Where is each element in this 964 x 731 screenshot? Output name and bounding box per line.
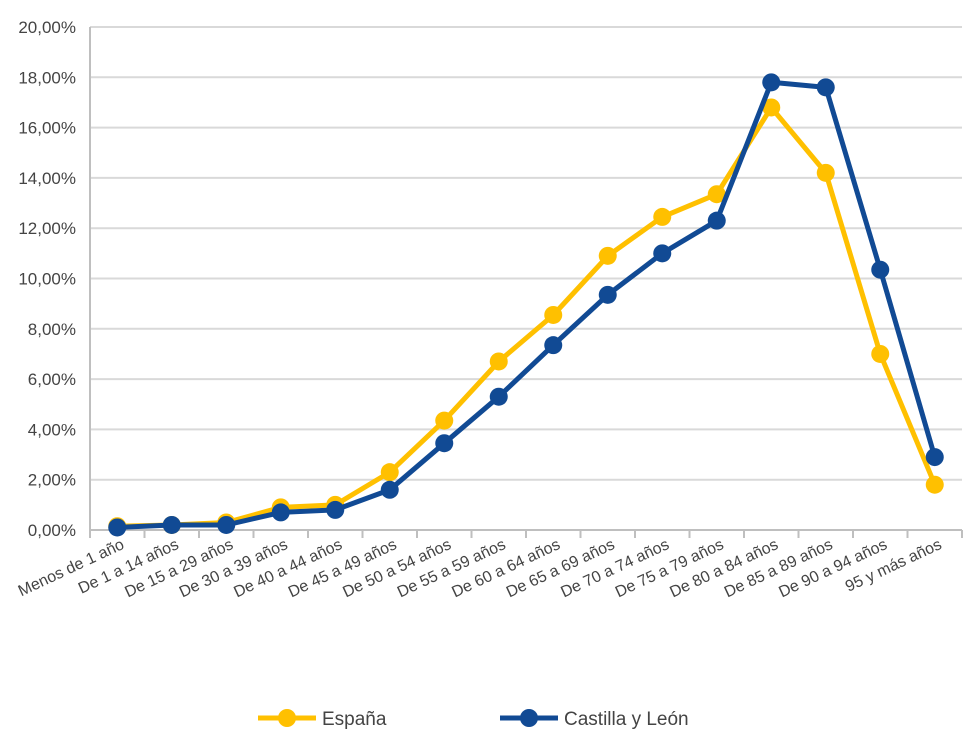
- data-point: [871, 344, 890, 363]
- data-point: [598, 285, 617, 304]
- y-tick-label: 16,00%: [18, 119, 76, 138]
- data-point: [489, 352, 508, 371]
- data-point: [816, 78, 835, 97]
- data-point: [108, 518, 127, 537]
- data-point: [653, 207, 672, 226]
- data-point: [380, 480, 399, 499]
- series-line-1: [117, 79, 938, 530]
- y-tick-label: 6,00%: [28, 370, 76, 389]
- y-tick-label: 2,00%: [28, 471, 76, 490]
- y-tick-label: 12,00%: [18, 219, 76, 238]
- y-tick-label: 14,00%: [18, 169, 76, 188]
- data-point: [435, 411, 454, 430]
- series-group: [108, 73, 944, 537]
- data-point: [435, 434, 454, 453]
- data-point: [380, 463, 399, 482]
- data-point: [816, 163, 835, 182]
- data-point: [326, 500, 345, 519]
- data-point: [271, 503, 290, 522]
- gridlines: [89, 26, 963, 538]
- data-point: [762, 98, 781, 117]
- data-point: [544, 336, 563, 355]
- data-point: [217, 515, 236, 534]
- data-point: [489, 387, 508, 406]
- legend-swatch-marker: [520, 709, 538, 727]
- data-point: [762, 73, 781, 92]
- data-point: [544, 305, 563, 324]
- data-point: [707, 185, 726, 204]
- y-tick-label: 0,00%: [28, 521, 76, 540]
- data-point: [707, 211, 726, 230]
- y-tick-label: 10,00%: [18, 270, 76, 289]
- data-point: [871, 260, 890, 279]
- legend-label: Castilla y León: [564, 709, 689, 730]
- y-axis-ticks: 0,00% 2,00% 4,00% 6,00% 8,00% 10,00% 12,00% 14,…: [18, 18, 76, 540]
- data-point: [598, 246, 617, 265]
- data-point: [653, 244, 672, 263]
- legend-swatch-marker: [278, 709, 296, 727]
- y-tick-label: 8,00%: [28, 320, 76, 339]
- data-point: [925, 448, 944, 467]
- legend-label: España: [322, 709, 387, 730]
- legend: España Castilla y León: [258, 709, 689, 730]
- data-point: [925, 475, 944, 494]
- series-line-0: [117, 105, 938, 529]
- y-tick-label: 20,00%: [18, 18, 76, 37]
- y-tick-label: 18,00%: [18, 68, 76, 87]
- data-point: [162, 515, 181, 534]
- y-tick-label: 4,00%: [28, 420, 76, 439]
